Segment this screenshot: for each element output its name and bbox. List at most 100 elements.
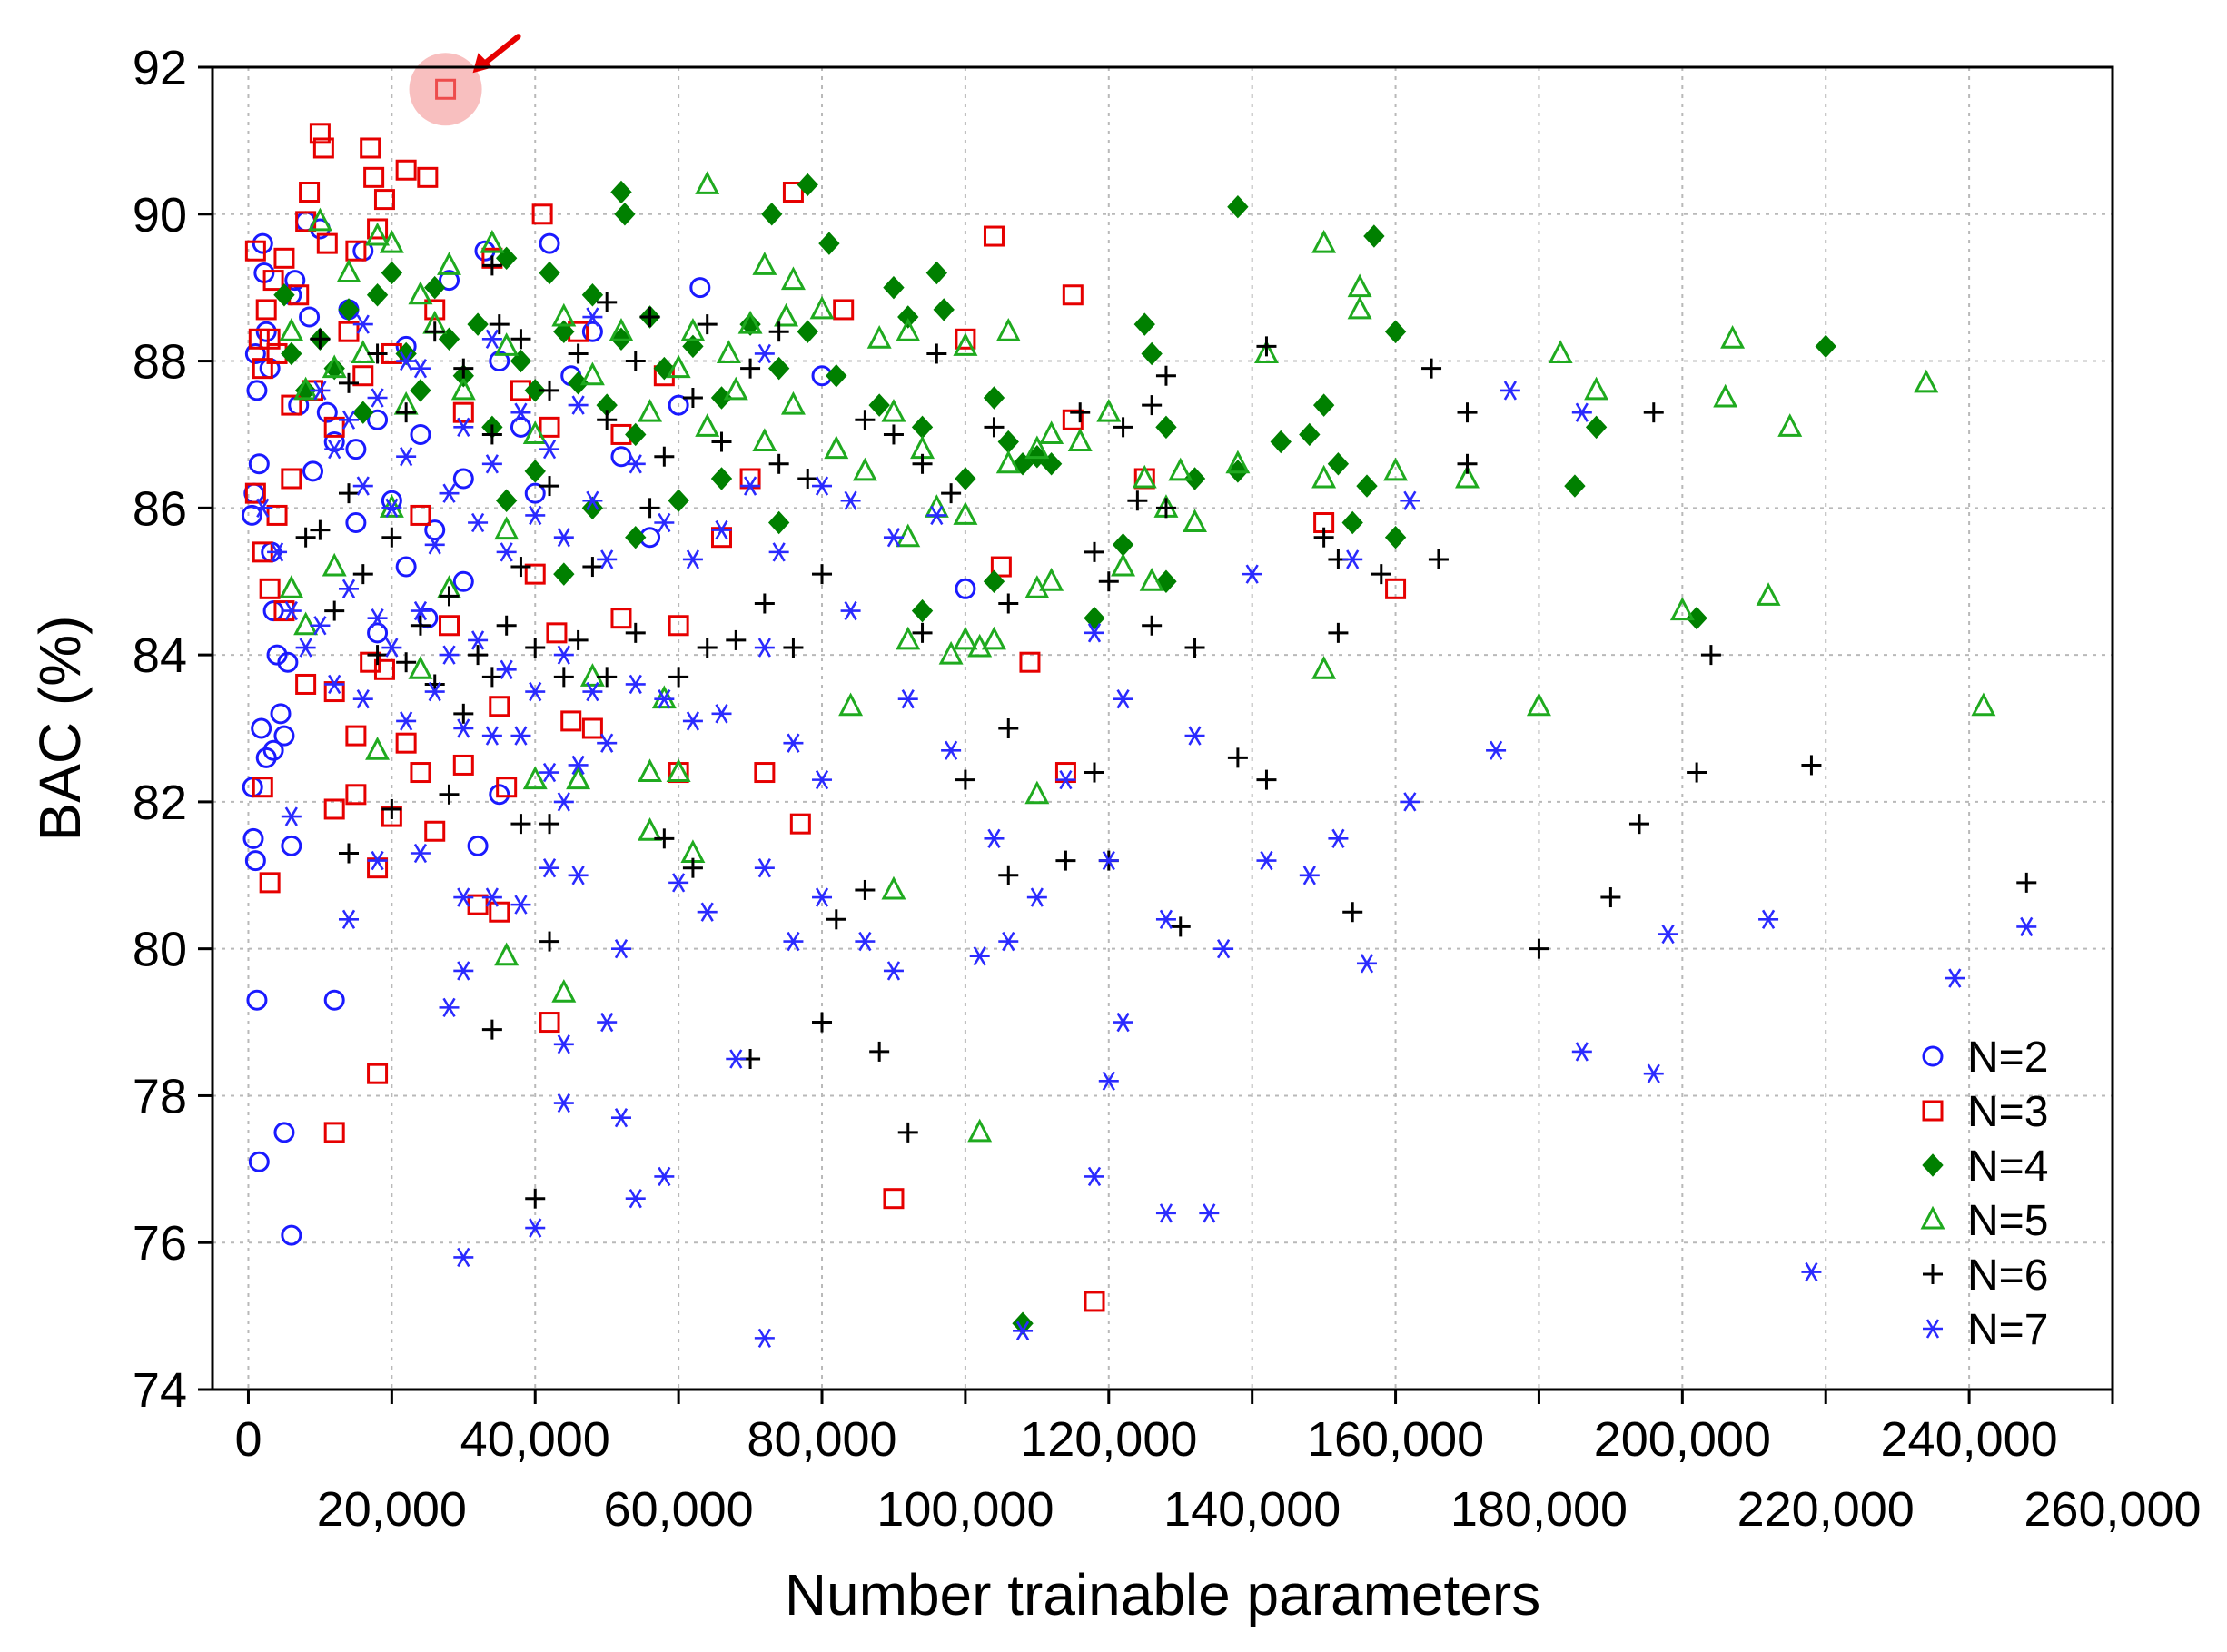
point-n3 [367,1063,389,1084]
point-n4 [1227,194,1249,219]
point-n2 [367,622,389,644]
point-n6 [1421,358,1442,379]
point-n7 [812,887,833,907]
point-n5 [579,361,605,386]
point-n5 [1383,457,1409,481]
legend-label: N=2 [1967,1034,2048,1082]
point-n2 [244,342,266,364]
point-n6 [310,519,331,540]
point-n2 [281,1224,302,1246]
point-n4 [1356,474,1378,498]
legend-label: N=4 [1967,1143,2048,1191]
y-tick-label: 76 [133,1216,187,1271]
point-n7 [381,638,402,658]
point-n6 [1256,769,1277,790]
point-n6 [510,557,531,578]
point-n6 [912,622,933,643]
point-n4 [797,173,818,197]
point-n4 [933,298,955,321]
point-n3 [410,762,431,784]
point-n2 [246,380,268,401]
point-n5 [293,376,319,401]
point-n3 [312,137,334,159]
point-n7 [481,726,502,746]
point-n5 [322,354,347,379]
point-n5 [809,295,835,320]
point-n5 [609,317,634,341]
point-n6 [984,417,1005,438]
point-n6 [1098,571,1119,592]
point-n3 [373,189,395,211]
point-n3 [424,820,446,842]
point-n5 [522,766,548,790]
point-n5 [1168,457,1193,481]
point-n5 [279,575,304,598]
point-n6 [955,769,975,790]
point-n5 [896,626,921,650]
point-n3 [373,658,395,680]
point-n6 [1687,762,1707,783]
point-n2 [581,321,603,342]
point-n4 [467,312,489,336]
point-n6 [1457,402,1478,423]
point-n3 [990,556,1012,578]
point-n3 [1385,578,1407,599]
point-n6 [539,380,560,401]
point-n7 [998,931,1019,952]
point-n7 [1213,938,1234,959]
point-n7 [1643,1063,1664,1083]
point-n7 [1256,850,1277,871]
point-n7 [324,674,345,695]
x-axis-ticks: 0 20,000 40,000 60,000 80,000 100,000 120,000 1… [234,1390,2202,1537]
point-n3 [668,615,689,637]
plot-frame [211,65,2114,1391]
point-n7 [783,733,804,753]
point-n6 [1113,417,1133,438]
point-n5 [522,420,548,444]
point-n2 [273,725,295,747]
point-n7 [510,726,531,746]
x-tick-label: 0 [234,1412,262,1467]
point-n6 [625,351,646,371]
point-n5 [1347,273,1372,298]
point-n7 [481,887,502,907]
point-n7 [453,1247,474,1268]
point-n7 [439,645,460,665]
point-n4 [581,496,604,520]
point-n6 [525,638,546,658]
point-n7 [726,1049,747,1069]
point-n7 [1758,909,1779,929]
point-n4 [1327,452,1350,476]
point-n6 [797,468,818,489]
point-n5 [838,692,864,717]
point-n2 [345,439,367,460]
point-n5 [651,685,677,709]
point-n7 [1155,909,1176,929]
point-n7 [352,688,373,709]
point-n5 [695,413,720,437]
point-n6 [496,615,517,636]
point-n5 [1914,369,1939,393]
point-n3 [983,225,1005,247]
point-n7 [453,887,474,907]
point-n6 [897,1122,918,1143]
point-n6 [453,703,474,724]
point-n7 [754,343,775,364]
point-n5 [480,229,505,253]
point-n6 [539,931,560,952]
point-n6 [381,527,402,548]
point-n7 [338,909,359,929]
point-n3 [345,240,367,262]
point-n5 [638,758,663,783]
point-n7 [439,997,460,1018]
x-tick-label: 260,000 [2024,1482,2201,1537]
point-n5 [437,252,461,275]
point-n5 [982,626,1006,650]
point-n3 [352,365,374,387]
point-n2 [241,504,262,526]
point-n4 [1012,1311,1034,1335]
point-n6 [539,814,560,835]
point-n6 [768,321,789,342]
point-n7 [496,542,517,562]
